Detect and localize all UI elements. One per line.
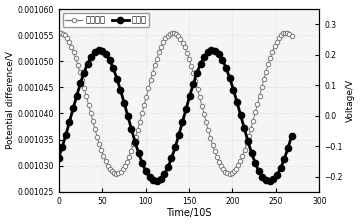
Y-axis label: Voltage/V: Voltage/V <box>346 79 355 122</box>
Legend: 响应信号, 信号源: 响应信号, 信号源 <box>63 13 149 27</box>
X-axis label: Time/10S: Time/10S <box>166 209 212 218</box>
Y-axis label: Potential difference/V: Potential difference/V <box>5 52 14 149</box>
